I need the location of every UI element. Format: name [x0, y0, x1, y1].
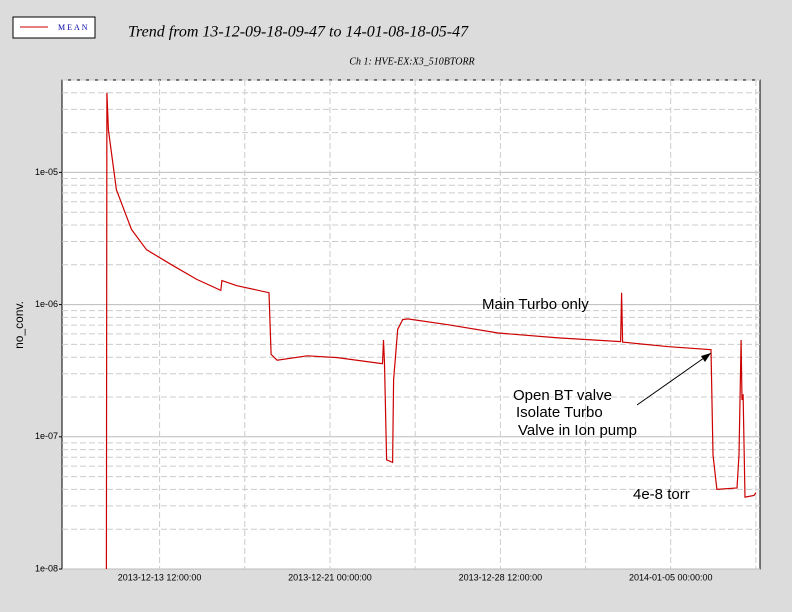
legend-box: [12, 16, 96, 39]
y-tick-label: 1e-07: [35, 431, 58, 441]
legend-label: MEAN: [58, 23, 90, 32]
y-axis-label: no_conv.: [12, 301, 26, 349]
arrow: [636, 352, 712, 406]
x-tick-label: 2013-12-21 00:00:00: [288, 572, 372, 582]
y-tick-label: 1e-05: [35, 167, 58, 177]
plot-area: [61, 79, 761, 570]
y-tick-label: 1e-08: [35, 563, 58, 573]
x-tick-label: 2013-12-28 12:00:00: [459, 572, 543, 582]
y-tick-label: 1e-06: [35, 299, 58, 309]
chart-subtitle: Ch 1: HVE-EX:X3_510BTORR: [349, 56, 474, 67]
annotation: 4e-8 torr: [633, 486, 690, 503]
annotation: Valve in Ion pump: [518, 422, 637, 439]
x-tick-label: 2013-12-13 12:00:00: [118, 572, 202, 582]
line-series: [105, 92, 757, 570]
annotation: Main Turbo only: [482, 296, 589, 313]
annotation: Isolate Turbo: [516, 404, 603, 421]
x-tick-label: 2014-01-05 00:00:00: [629, 572, 713, 582]
chart-title: Trend from 13-12-09-18-09-47 to 14-01-08…: [128, 24, 469, 41]
annotation: Open BT valve: [513, 387, 612, 404]
